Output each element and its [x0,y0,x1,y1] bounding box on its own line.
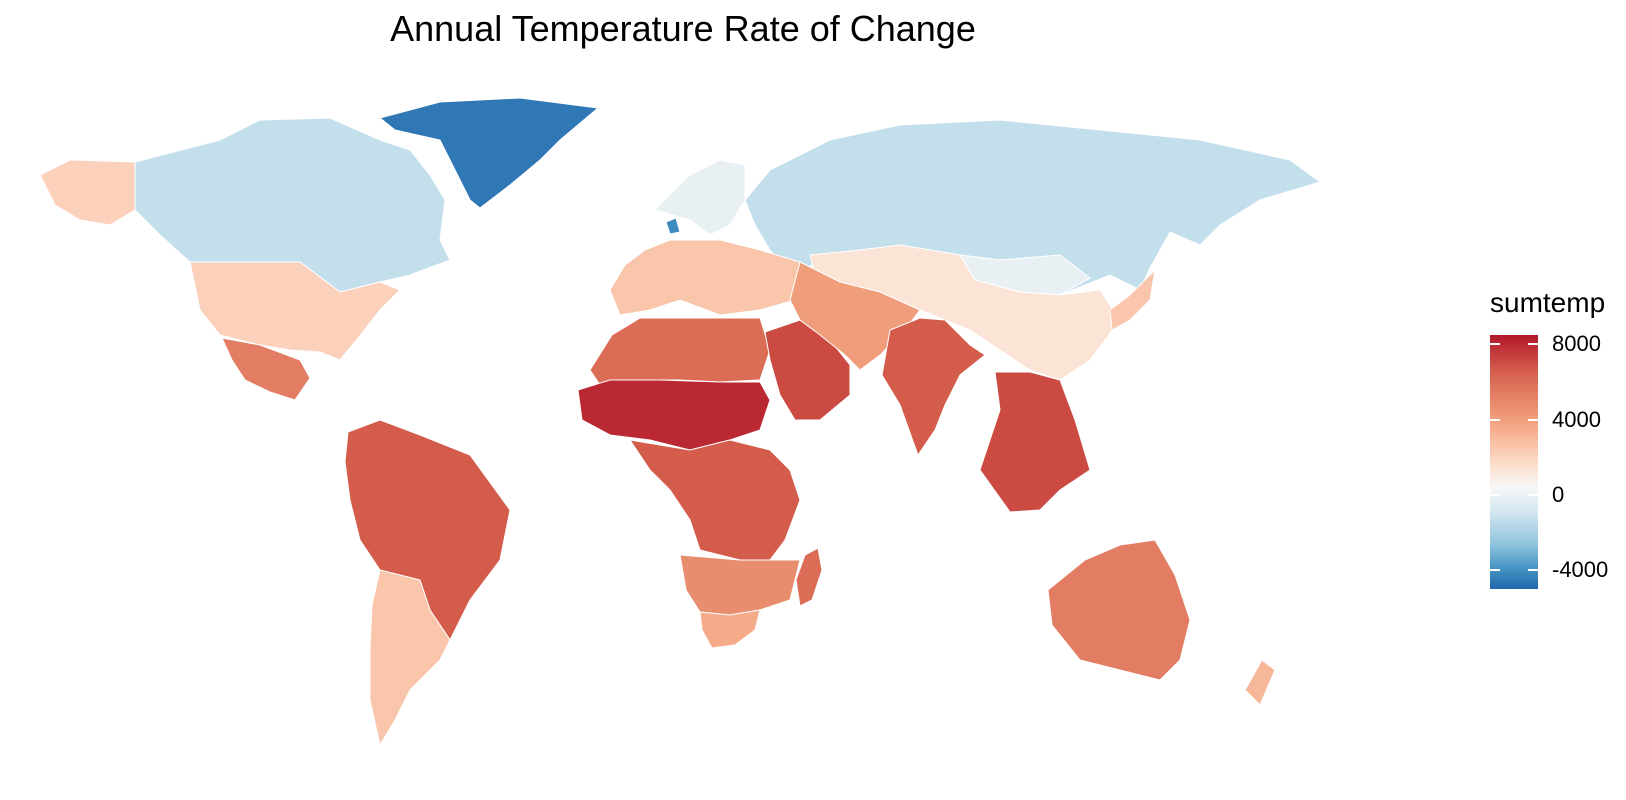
legend-title: sumtemp [1490,287,1606,318]
legend-tick-label: 4000 [1552,406,1601,432]
region-japan [1109,268,1156,331]
region-southeast-asia [979,371,1091,513]
region-canada [134,117,451,293]
legend-tick-mark [1490,493,1500,496]
region-southern-africa [679,554,801,616]
legend-tick-mark [1490,569,1500,572]
legend-tick-mark [1490,418,1500,421]
region-alaska [39,159,136,226]
region-india [881,317,986,457]
legend-tick-mark [1528,493,1538,496]
region-madagascar [795,547,823,607]
region-sahel [577,379,771,451]
region-north-africa [589,317,771,386]
region-denmark [665,217,681,235]
legend-color-bar [1490,335,1538,589]
region-united-states [189,261,401,361]
chart-title: Annual Temperature Rate of Change [390,8,976,49]
region-new-zealand [1244,659,1276,706]
world-map [39,97,1322,747]
region-south-africa [699,609,761,649]
region-central-africa [628,439,801,561]
region-greenland [378,97,600,209]
region-australia [1047,539,1191,681]
legend-tick-mark [1528,418,1538,421]
region-south-america-south [369,569,451,747]
legend-tick-mark [1528,569,1538,572]
region-mexico [221,337,311,401]
legend: 8000 4000 0 -4000 [1490,331,1626,595]
legend-tick-mark [1528,343,1538,346]
legend-tick-label: 8000 [1552,331,1601,357]
legend-tick-mark [1490,343,1500,346]
legend-tick-label: -4000 [1552,557,1609,583]
region-scandinavia [654,159,746,236]
legend-tick-label: 0 [1552,481,1565,507]
